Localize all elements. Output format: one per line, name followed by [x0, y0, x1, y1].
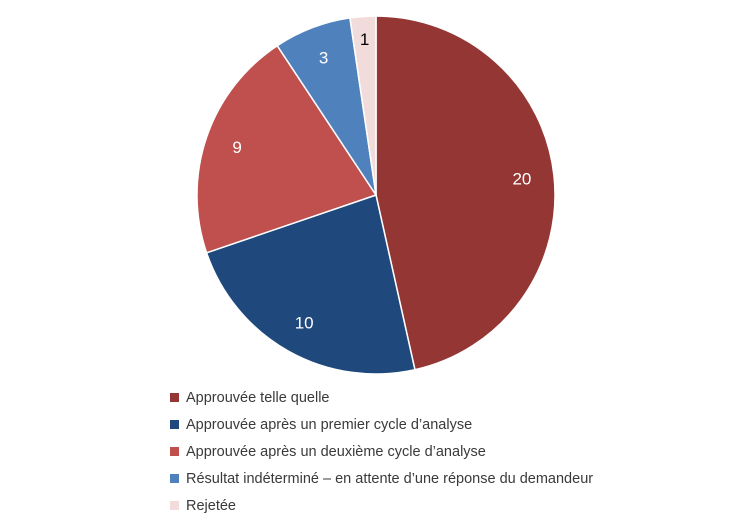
legend-swatch-1	[170, 420, 179, 429]
legend-label-1: Approuvée après un premier cycle d’analy…	[186, 416, 473, 433]
legend-swatch-2	[170, 447, 179, 456]
legend-item-2: Approuvée après un deuxième cycle d’anal…	[170, 438, 593, 465]
legend-label-4: Rejetée	[186, 497, 236, 514]
pie-slice-4	[349, 15, 377, 196]
legend: Approuvée telle quelle Approuvée après un…	[170, 384, 593, 519]
legend-label-3: Résultat indéterminé – en attente d’une …	[186, 470, 594, 487]
slice-value-label-1: 10	[295, 314, 314, 333]
slice-value-label-0: 20	[512, 169, 531, 188]
slice-value-label-4: 1	[360, 30, 369, 49]
legend-item-4: Rejetée	[170, 492, 593, 519]
slice-value-label-2: 9	[232, 138, 241, 157]
legend-swatch-0	[170, 393, 179, 402]
legend-item-1: Approuvée après un premier cycle d’analy…	[170, 411, 593, 438]
slice-value-label-3: 3	[319, 48, 328, 67]
legend-swatch-4	[170, 501, 179, 510]
pie-plot: 20 10 9 3 1	[196, 15, 556, 375]
legend-item-3: Résultat indéterminé – en attente d’une …	[170, 465, 593, 492]
legend-label-0: Approuvée telle quelle	[186, 389, 330, 406]
pie-slice-1	[205, 194, 416, 375]
legend-item-0: Approuvée telle quelle	[170, 384, 593, 411]
pie-slice-2	[196, 44, 378, 254]
pie-slice-0	[375, 15, 556, 371]
legend-swatch-3	[170, 474, 179, 483]
legend-label-2: Approuvée après un deuxième cycle d’anal…	[186, 443, 486, 460]
